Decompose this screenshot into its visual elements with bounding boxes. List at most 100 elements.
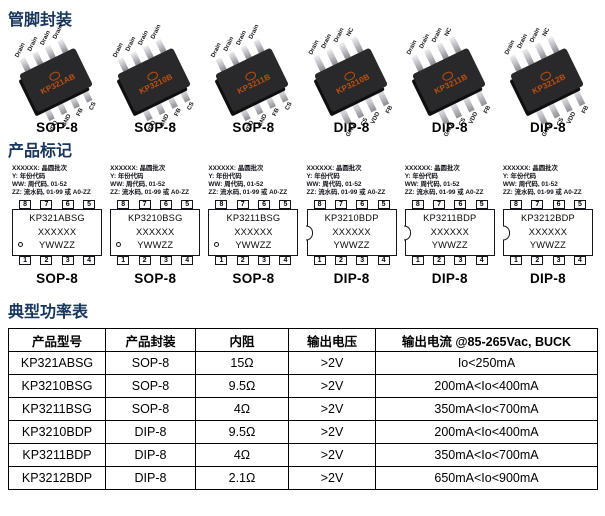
pin-number: 7 [236, 200, 249, 209]
section-title-pin-package: 管脚封装 [8, 12, 73, 29]
pin-number: 6 [258, 200, 271, 209]
pin-number: 6 [61, 200, 74, 209]
chip-photo: Drain Drain Drain NC GND CS VDD FB KP321… [499, 27, 597, 138]
legend-line: Y: 年份代码 [110, 173, 144, 180]
package-outline: KP3212BDP XXXXXX YWWZZ [502, 209, 593, 256]
package-marking-diagram: 8 7 6 5 KP3210BDP XXXXXX YWWZZ 1 2 3 4 [306, 200, 397, 265]
pin-number: 4 [181, 256, 194, 265]
power-table-wrap: 产品型号 产品封装 内阻 输出电压 输出电流 @85-265Vac, BUCK … [8, 328, 598, 490]
chip-pin: FB [572, 88, 590, 115]
cell-voltage: >2V [288, 374, 376, 398]
pin-label: Drain [223, 36, 236, 53]
table-row: KP3210BSG SOP-8 9.5Ω >2V 200mA<Io<400mA [8, 374, 598, 398]
marking-wafer-line: XXXXXX [332, 226, 371, 237]
top-pin-numbers: 8 7 6 5 [110, 200, 200, 209]
pin-label: CS [284, 101, 294, 112]
chip-body: KP3211B [411, 47, 486, 113]
package-marking-diagram: 8 7 6 5 KP3212BDP XXXXXX YWWZZ 1 2 3 4 [502, 200, 593, 265]
pin-label: Drain [125, 36, 138, 53]
package-outline: KP3211BSG XXXXXX YWWZZ [208, 209, 299, 256]
marking-legend: XXXXXX: 晶圆批次 Y: 年份代码 WW: 周代码, 01-52 ZZ: … [402, 165, 498, 197]
pin-number: 2 [433, 256, 446, 265]
bottom-pin-numbers: 1 2 3 4 [405, 256, 495, 265]
chip-pin: CS [179, 88, 196, 112]
top-pin-numbers: 8 7 6 5 [307, 200, 397, 209]
marking-wafer-line: XXXXXX [430, 226, 469, 237]
chip-pin: FB [167, 94, 183, 117]
chip-pin: CS [547, 100, 565, 127]
cell-current: 350mA<Io<700mA [375, 443, 598, 467]
marking-date-code: YWWZZ [235, 240, 272, 250]
col-header-voltage: 输出电压 [288, 328, 376, 352]
pin-number: 5 [279, 200, 292, 209]
cell-package: DIP-8 [105, 466, 196, 490]
cell-resistance: 2.1Ω [195, 466, 289, 490]
chip-photo-row: Drain Drain Drain Drain VDD GND FB CS KP… [8, 24, 597, 138]
chip-column-dip8-1: Drain Drain Drain NC GND CS VDD FB KP321… [303, 27, 401, 138]
marking-block-4: XXXXXX: 晶圆批次 Y: 年份代码 WW: 周代码, 01-52 ZZ: … [303, 165, 401, 286]
cell-current: 200mA<Io<400mA [375, 420, 598, 444]
col-header-current: 输出电流 @85-265Vac, BUCK [375, 328, 598, 352]
table-row: KP3211BSG SOP-8 4Ω >2V 350mA<Io<700mA [8, 397, 598, 421]
pin-label: Drain [27, 36, 40, 53]
chip-column-sop8-2: Drain Drain Drain Drain VDD GND FB CS KP… [106, 24, 204, 135]
chip-pin: FB [474, 88, 492, 115]
cell-part: KP3210BDP [8, 420, 106, 444]
top-pin-numbers: 8 7 6 5 [405, 200, 495, 209]
legend-line: XXXXXX: 晶圆批次 [12, 165, 68, 172]
cell-package: SOP-8 [105, 397, 196, 421]
col-header-part: 产品型号 [8, 328, 106, 352]
pin-number: 5 [83, 200, 96, 209]
legend-line: XXXXXX: 晶圆批次 [306, 165, 362, 172]
legend-line: WW: 周代码, 01-52 [12, 181, 67, 188]
pin-number: 3 [552, 256, 565, 265]
package-name-label: DIP-8 [529, 120, 566, 135]
cell-voltage: >2V [288, 466, 376, 490]
cell-package: SOP-8 [105, 351, 196, 375]
pin-number: 6 [552, 200, 565, 209]
chip-column-sop8-1: Drain Drain Drain Drain VDD GND FB CS KP… [8, 24, 106, 135]
table-row: KP3210BDP DIP-8 9.5Ω >2V 200mA<Io<400mA [8, 420, 598, 444]
package-outline: KP3210BDP XXXXXX YWWZZ [306, 209, 397, 256]
pin-label: FB [272, 107, 282, 118]
pin-number: 3 [454, 256, 467, 265]
pin-number: 7 [40, 200, 53, 209]
marking-block-1: XXXXXX: 晶圆批次 Y: 年份代码 WW: 周代码, 01-52 ZZ: … [8, 165, 106, 286]
chip-body: KP3210B [313, 47, 388, 113]
chip-pin: VDD [461, 94, 479, 125]
package-name-label: SOP-8 [232, 120, 275, 135]
pin-number: 8 [313, 200, 326, 209]
chip-pin: GND [56, 100, 72, 128]
pin-number: 8 [19, 200, 32, 209]
pin-number: 5 [181, 200, 194, 209]
pin-number: 4 [279, 256, 292, 265]
pin-number: 2 [236, 256, 249, 265]
legend-line: ZZ: 流水码, 01-99 或 A0-ZZ [110, 189, 189, 196]
package-outline: KP3210BSG XXXXXX YWWZZ [110, 209, 201, 256]
chip-pin: CS [277, 88, 294, 112]
cell-current: 350mA<Io<700mA [375, 397, 598, 421]
package-name-label: SOP-8 [232, 271, 275, 286]
chip-column-sop8-3: Drain Drain Drain Drain VDD GND FB CS KP… [204, 24, 302, 135]
package-name-label: DIP-8 [431, 120, 468, 135]
top-pin-numbers: 8 7 6 5 [503, 200, 593, 209]
legend-line: Y: 年份代码 [404, 173, 438, 180]
pin-number: 2 [138, 256, 151, 265]
legend-line: WW: 周代码, 01-52 [502, 181, 558, 188]
legend-line: WW: 周代码, 01-52 [208, 181, 264, 188]
package-outline: KP321ABSG XXXXXX YWWZZ [12, 209, 103, 256]
chip-pin: FB [68, 94, 85, 117]
table-row: KP3212BDP DIP-8 2.1Ω >2V 650mA<Io<900mA [8, 466, 598, 490]
pin-number: 1 [19, 256, 32, 265]
legend-line: ZZ: 流水码, 01-99 或 A0-ZZ [306, 189, 386, 196]
pin-number: 1 [509, 256, 522, 265]
pin-number: 7 [138, 200, 151, 209]
pin-number: 1 [411, 256, 424, 265]
pin-label: FB [76, 107, 85, 118]
chip-rotated-group: Drain Drain Drain NC GND CS VDD FB KP321… [308, 27, 394, 138]
legend-line: XXXXXX: 晶圆批次 [502, 165, 558, 172]
marking-date-code: YWWZZ [39, 240, 76, 250]
pin-label: Drain [406, 39, 419, 56]
section-title-power-table: 典型功率表 [8, 304, 89, 321]
pin-number: 7 [531, 200, 544, 209]
